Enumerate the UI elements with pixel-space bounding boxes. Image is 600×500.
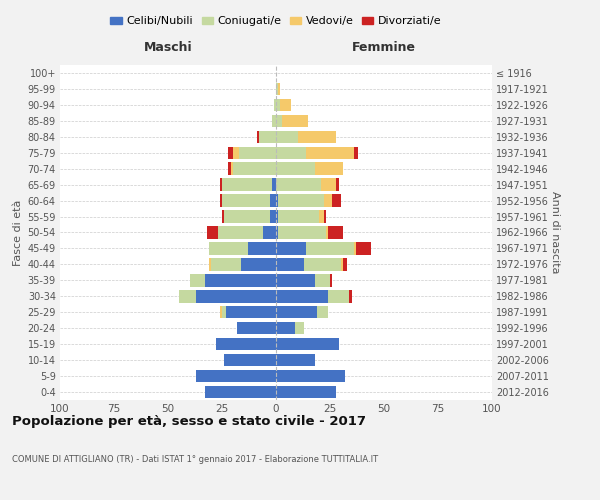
Bar <box>276 242 306 254</box>
Bar <box>239 146 276 159</box>
Bar <box>276 354 315 366</box>
Bar <box>354 242 356 254</box>
Bar <box>220 194 222 207</box>
Bar <box>315 162 343 175</box>
Bar <box>306 242 354 254</box>
Bar <box>276 386 337 398</box>
Bar <box>196 290 276 302</box>
Bar <box>222 178 272 191</box>
Bar <box>237 322 276 334</box>
Text: Maschi: Maschi <box>143 41 193 54</box>
Bar <box>218 226 263 238</box>
Bar <box>280 98 291 111</box>
Bar <box>323 210 326 223</box>
Bar <box>272 114 276 127</box>
Bar <box>248 242 276 254</box>
Bar <box>276 258 304 270</box>
Bar <box>226 306 276 318</box>
Bar <box>276 290 328 302</box>
Bar <box>276 146 306 159</box>
Bar <box>196 370 276 382</box>
Bar <box>211 258 241 270</box>
Bar <box>319 210 323 223</box>
Legend: Celibi/Nubili, Coniugati/e, Vedovi/e, Divorziati/e: Celibi/Nubili, Coniugati/e, Vedovi/e, Di… <box>106 12 446 31</box>
Bar <box>229 146 233 159</box>
Bar <box>276 194 278 207</box>
Bar <box>205 274 276 286</box>
Text: Femmine: Femmine <box>352 41 416 54</box>
Bar <box>349 290 352 302</box>
Bar <box>276 306 317 318</box>
Bar <box>222 194 269 207</box>
Bar <box>205 386 276 398</box>
Bar <box>328 290 349 302</box>
Bar <box>207 226 218 238</box>
Bar <box>209 242 248 254</box>
Bar <box>276 178 322 191</box>
Bar <box>233 146 239 159</box>
Bar <box>259 130 276 143</box>
Bar <box>341 258 343 270</box>
Bar <box>276 114 283 127</box>
Bar <box>295 322 304 334</box>
Bar <box>326 226 328 238</box>
Bar <box>317 306 328 318</box>
Bar <box>283 114 308 127</box>
Bar <box>332 194 341 207</box>
Text: COMUNE DI ATTIGLIANO (TR) - Dati ISTAT 1° gennaio 2017 - Elaborazione TUTTITALIA: COMUNE DI ATTIGLIANO (TR) - Dati ISTAT 1… <box>12 455 378 464</box>
Bar <box>220 306 222 318</box>
Bar <box>322 178 337 191</box>
Bar <box>276 370 345 382</box>
Bar <box>278 210 319 223</box>
Bar <box>222 306 226 318</box>
Bar <box>269 194 276 207</box>
Bar <box>276 82 278 95</box>
Bar <box>276 130 298 143</box>
Bar <box>276 226 278 238</box>
Bar <box>276 274 315 286</box>
Bar <box>230 162 233 175</box>
Bar <box>233 162 276 175</box>
Bar <box>278 82 280 95</box>
Bar <box>315 274 330 286</box>
Bar <box>257 130 259 143</box>
Bar <box>276 210 278 223</box>
Text: Popolazione per età, sesso e stato civile - 2017: Popolazione per età, sesso e stato civil… <box>12 415 366 428</box>
Bar <box>274 98 276 111</box>
Bar <box>224 354 276 366</box>
Bar <box>276 98 280 111</box>
Bar <box>179 290 196 302</box>
Bar <box>343 258 347 270</box>
Bar <box>337 178 338 191</box>
Bar <box>276 162 315 175</box>
Bar <box>298 130 337 143</box>
Bar <box>278 194 323 207</box>
Bar <box>354 146 358 159</box>
Bar <box>269 210 276 223</box>
Bar <box>304 258 341 270</box>
Y-axis label: Fasce di età: Fasce di età <box>13 200 23 266</box>
Bar <box>272 178 276 191</box>
Bar <box>263 226 276 238</box>
Bar <box>356 242 371 254</box>
Bar <box>278 226 326 238</box>
Bar <box>323 194 332 207</box>
Bar <box>209 258 211 270</box>
Bar <box>215 338 276 350</box>
Bar <box>328 226 343 238</box>
Bar <box>222 210 224 223</box>
Bar <box>229 162 230 175</box>
Bar <box>276 338 338 350</box>
Bar <box>276 322 295 334</box>
Bar <box>224 210 269 223</box>
Bar <box>241 258 276 270</box>
Bar <box>306 146 354 159</box>
Bar <box>220 178 222 191</box>
Bar <box>330 274 332 286</box>
Bar <box>190 274 205 286</box>
Y-axis label: Anni di nascita: Anni di nascita <box>550 191 560 274</box>
